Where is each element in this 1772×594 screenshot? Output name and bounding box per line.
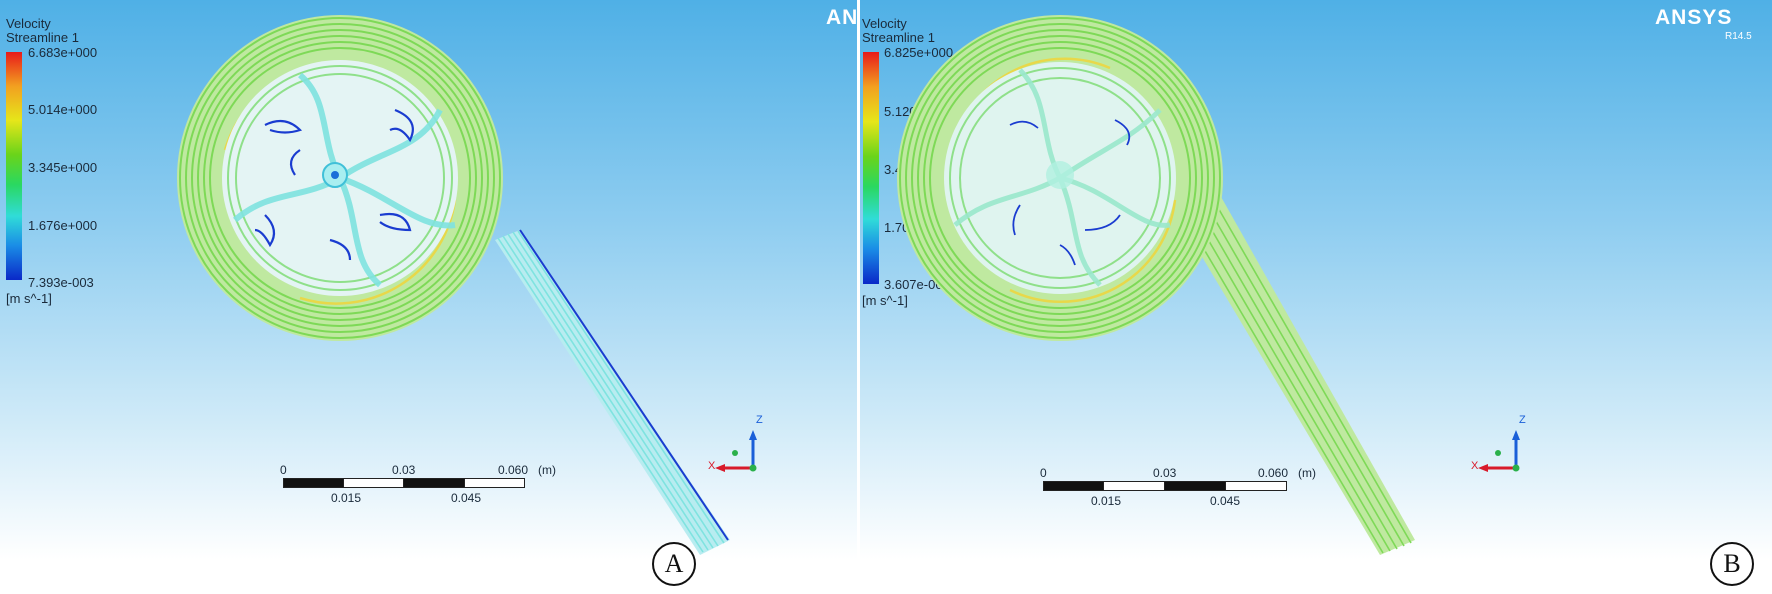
simulation-view-a: Velocity Streamline 1 6.683e+000 5.014e+… xyxy=(0,0,857,560)
scale-label: 0.045 xyxy=(1210,494,1241,508)
pump-streamlines-b xyxy=(897,15,1415,555)
scale-label: 0.060 xyxy=(1258,466,1289,480)
scale-segment xyxy=(283,478,344,488)
scale-label: 0.03 xyxy=(392,463,416,477)
scale-unit: (m) xyxy=(1298,466,1316,480)
scale-label: 0.060 xyxy=(498,463,529,477)
simulation-view-b: Velocity Streamline 1 6.825e+000 5.120e+… xyxy=(860,0,1772,560)
ansys-logo: AN xyxy=(826,6,857,29)
scale-segment xyxy=(343,478,404,488)
legend-tick: 3.607e-003 xyxy=(884,277,950,292)
z-axis-label: Z xyxy=(1519,414,1526,426)
scale-bar xyxy=(1043,481,1287,491)
legend-subtitle: Streamline 1 xyxy=(862,30,935,45)
scale-segment xyxy=(1043,481,1104,491)
scale-label: 0.015 xyxy=(331,491,362,505)
legend-title: Velocity xyxy=(6,16,51,31)
legend-unit: [m s^-1] xyxy=(862,293,908,308)
legend-tick: 7.393e-003 xyxy=(28,275,94,290)
legend-tick: 5.014e+000 xyxy=(28,102,98,117)
legend-tick: 6.825e+000 xyxy=(884,45,954,60)
panel-label-b: B xyxy=(1710,542,1754,586)
color-scale-bar xyxy=(863,52,879,284)
scale-segment xyxy=(464,478,525,488)
ansys-logo: ANSYS xyxy=(1655,6,1733,29)
legend-subtitle: Streamline 1 xyxy=(6,30,79,45)
color-scale-bar xyxy=(6,52,22,280)
x-axis-label: X xyxy=(708,460,716,472)
scale-bar xyxy=(283,478,525,488)
release-label: R14.5 xyxy=(1725,31,1752,42)
scale-segment xyxy=(1164,481,1226,491)
scale-label: 0.015 xyxy=(1091,494,1122,508)
scale-segment xyxy=(1225,481,1287,491)
z-axis-label: Z xyxy=(756,414,763,426)
legend-title: Velocity xyxy=(862,16,907,31)
scale-label: 0.045 xyxy=(451,491,482,505)
panel-label-a: A xyxy=(652,542,696,586)
legend-unit: [m s^-1] xyxy=(6,291,52,306)
scale-segment xyxy=(1103,481,1165,491)
legend-tick: 6.683e+000 xyxy=(28,45,98,60)
scale-unit: (m) xyxy=(538,463,556,477)
scale-label: 0 xyxy=(280,463,287,477)
legend-tick: 3.345e+000 xyxy=(28,160,98,175)
axis-triad xyxy=(1478,430,1520,472)
scale-label: 0 xyxy=(1040,466,1047,480)
scale-segment xyxy=(403,478,465,488)
legend-tick: 1.676e+000 xyxy=(28,218,98,233)
scale-label: 0.03 xyxy=(1153,466,1177,480)
pump-streamlines-a xyxy=(177,15,730,555)
x-axis-label: X xyxy=(1471,460,1479,472)
axis-triad xyxy=(715,430,757,472)
